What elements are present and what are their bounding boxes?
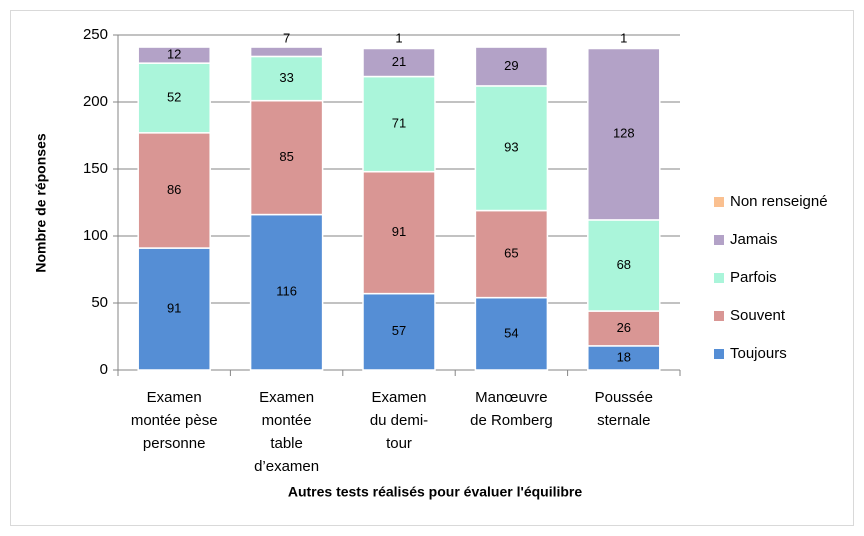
x-axis-title: Autres tests réalisés pour évaluer l'équ… (288, 484, 583, 500)
x-tick-label: Examen montée pèse personne (131, 389, 218, 452)
data-label: 91 (167, 300, 181, 315)
bar-segment (362, 292, 436, 371)
bar-segment (587, 345, 661, 371)
bar-segment (362, 170, 436, 295)
legend-swatch (714, 311, 724, 321)
y-tick-label: 150 (83, 160, 108, 177)
data-label: 91 (392, 224, 406, 239)
y-tick-label: 50 (91, 294, 108, 311)
data-label: 54 (504, 325, 518, 340)
data-label: 86 (167, 182, 181, 197)
x-tick-label: Poussée sternale (595, 389, 653, 429)
bar-segment (362, 47, 436, 78)
bar-segment (137, 247, 211, 371)
bar-segment (137, 46, 211, 64)
y-tick-label: 200 (83, 93, 108, 110)
bar-segment (587, 219, 661, 312)
data-label: 12 (167, 47, 181, 62)
data-label: 93 (504, 140, 518, 155)
bar-segment (587, 46, 661, 50)
data-label: 116 (276, 284, 297, 299)
data-label: 65 (504, 246, 518, 261)
legend-label: Non renseigné (730, 193, 828, 210)
legend-label: Souvent (730, 307, 786, 324)
bar-segment (249, 46, 324, 58)
x-tick-label: Manœuvre de Romberg (470, 389, 553, 429)
legend-swatch (714, 197, 724, 207)
bar-segment (362, 46, 436, 50)
bar-segment (249, 55, 324, 102)
legend-label: Parfois (730, 269, 777, 286)
bar-segment (249, 213, 324, 371)
x-tick-label: Examen du demi-tour (370, 389, 428, 452)
data-label: 7 (283, 30, 290, 45)
y-tick-label: 0 (100, 361, 108, 378)
data-label: 57 (392, 323, 406, 338)
bar-segment (249, 99, 324, 216)
legend-swatch (714, 235, 724, 245)
bar-segment (587, 47, 661, 221)
legend-swatch (714, 349, 724, 359)
data-label: 18 (617, 349, 631, 364)
data-label: 128 (613, 126, 635, 141)
y-tick-label: 250 (83, 26, 108, 43)
y-tick-label: 100 (83, 227, 108, 244)
data-label: 52 (167, 89, 181, 104)
data-label: 29 (504, 58, 518, 73)
data-label: 1 (395, 30, 402, 45)
bar-segment (474, 46, 549, 87)
legend-label: Jamais (730, 231, 778, 248)
data-label: 71 (392, 116, 406, 131)
x-tick-label: Examen montée table d’examen (254, 389, 319, 475)
data-label: 1 (620, 30, 627, 45)
data-label: 68 (617, 257, 631, 272)
data-label: 21 (392, 54, 406, 69)
legend-label: Toujours (730, 345, 787, 362)
legend-swatch (714, 273, 724, 283)
data-label: 33 (279, 70, 293, 85)
data-label: 26 (617, 320, 631, 335)
bar-segment (362, 75, 436, 173)
data-label: 85 (279, 149, 293, 164)
bar-segment (474, 209, 549, 299)
y-axis-title: Nombre de réponses (33, 133, 49, 272)
